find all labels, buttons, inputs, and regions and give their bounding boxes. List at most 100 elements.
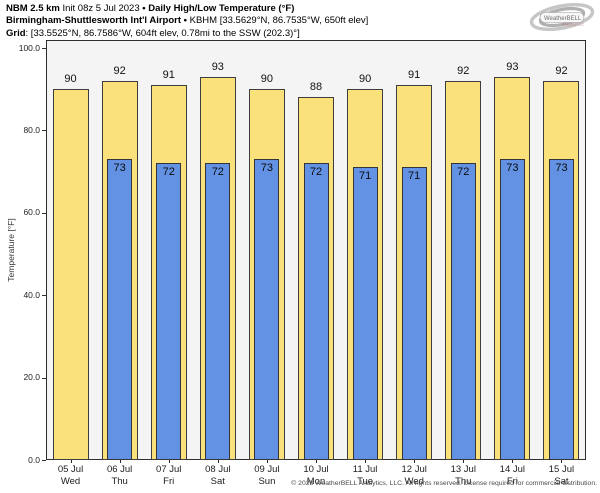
y-tick-mark [42, 295, 46, 297]
x-tick-label: 13 Jul Thu [439, 464, 487, 487]
high-temp-value: 88 [309, 81, 323, 94]
date-label: 14 Jul [499, 464, 526, 475]
y-tick-mark [42, 48, 46, 49]
low-temp-value: 72 [309, 166, 323, 179]
x-tick-mark [316, 460, 317, 463]
weekday-label: Sat [554, 475, 569, 487]
high-temp-value: 90 [358, 73, 372, 86]
product-title: Daily High/Low Temperature (°F) [148, 3, 295, 14]
header-line-3: Grid: [33.5525°N, 86.7586°W, 604ft elev,… [6, 28, 368, 40]
low-temp-bar: 72 [450, 163, 476, 460]
x-tick-label: 07 Jul Fri [145, 464, 193, 487]
low-temp-bar: 72 [156, 163, 182, 460]
weatherbell-swirl-icon: WeatherBELL Analytics LLC [529, 2, 595, 32]
y-tick-mark [42, 460, 46, 461]
y-tick-mark [42, 130, 46, 132]
high-temp-value: 90 [260, 73, 274, 86]
low-temp-bar: 72 [205, 163, 231, 460]
high-temp-value: 91 [408, 69, 421, 82]
model-name: NBM 2.5 km [6, 3, 60, 14]
x-tick-mark [561, 460, 563, 463]
x-tick-mark [217, 460, 219, 463]
svg-text:WeatherBELL: WeatherBELL [544, 16, 582, 22]
bullet-separator: • [183, 15, 187, 27]
weekday-label: Fri [506, 475, 518, 487]
low-temp-bar: 71 [401, 167, 427, 460]
x-tick-mark [463, 460, 465, 463]
date-label: 05 Jul [57, 464, 84, 475]
date-label: 10 Jul [303, 464, 329, 475]
weekday-label: Mon [306, 475, 326, 487]
x-tick-label: 14 Jul Fri [488, 464, 536, 487]
low-temp-bar: 72 [303, 163, 329, 460]
low-temp-bar: 73 [254, 159, 280, 460]
y-axis-title: Temperature [°F] [6, 218, 16, 282]
x-tick-mark [70, 460, 72, 463]
weekday-label: Tue [357, 475, 374, 487]
low-temp-value: 73 [555, 162, 568, 175]
weekday-label: Wed [60, 475, 81, 487]
x-tick-mark [365, 460, 367, 463]
low-temp-value: 71 [358, 170, 372, 183]
x-tick-label: 06 Jul Thu [96, 464, 144, 487]
x-tick-mark [168, 460, 170, 463]
weatherbell-logo: WeatherBELL Analytics LLC [529, 2, 595, 34]
high-temp-bar [52, 89, 89, 460]
x-tick-mark [414, 460, 416, 463]
x-tick-mark [119, 460, 121, 463]
y-tick-label: 40.0 [23, 289, 40, 300]
x-tick-label: 09 Jul Sun [243, 464, 291, 487]
low-temp-value: 71 [408, 170, 421, 183]
x-tick-mark [512, 460, 514, 463]
date-label: 15 Jul [548, 464, 575, 475]
date-label: 12 Jul [401, 464, 427, 475]
date-label: 09 Jul [254, 464, 280, 475]
y-tick-label: 100.0 [18, 42, 40, 53]
grid-label: Grid [6, 27, 26, 39]
y-tick-mark [42, 212, 46, 214]
high-temp-value: 93 [506, 60, 519, 73]
date-label: 08 Jul [205, 464, 231, 475]
x-tick-label: 11 Jul Tue [341, 464, 389, 487]
chart-header: NBM 2.5 km Init 08z 5 Jul 2023 • Daily H… [6, 3, 368, 40]
low-temp-bar: 71 [352, 167, 378, 460]
high-temp-value: 92 [555, 64, 568, 77]
station-name: Birmingham-Shuttlesworth Int'l Airport [6, 15, 182, 27]
x-tick-label: 15 Jul Sat [537, 464, 585, 487]
svg-text:Analytics LLC: Analytics LLC [562, 23, 584, 27]
low-temp-value: 73 [506, 162, 519, 175]
date-label: 06 Jul [106, 464, 133, 475]
x-tick-mark [266, 460, 268, 463]
weekday-label: Sun [258, 475, 276, 487]
y-tick-label: 60.0 [23, 207, 40, 218]
low-temp-value: 73 [260, 162, 274, 175]
bullet-separator: • [142, 3, 146, 14]
weekday-label: Thu [455, 475, 472, 487]
y-tick-mark [42, 377, 46, 379]
low-temp-value: 72 [211, 166, 224, 179]
high-temp-value: 91 [162, 69, 175, 82]
low-temp-bar: 73 [107, 159, 133, 460]
date-label: 13 Jul [450, 464, 476, 475]
x-tick-label: 08 Jul Sat [194, 464, 242, 487]
grid-info: : [33.5525°N, 86.7586°W, 604ft elev, 0.7… [25, 27, 300, 39]
x-tick-label: 05 Jul Wed [47, 464, 95, 487]
y-tick-label: 20.0 [23, 372, 40, 383]
low-temp-bar: 73 [548, 159, 574, 460]
y-tick-label: 0.0 [28, 454, 40, 465]
high-temp-value: 90 [64, 73, 77, 86]
x-tick-label: 10 Jul Mon [292, 464, 340, 487]
header-line-2: Birmingham-Shuttlesworth Int'l Airport •… [6, 15, 368, 27]
weekday-label: Fri [163, 475, 175, 487]
weekday-label: Thu [111, 475, 128, 487]
low-temp-value: 73 [113, 162, 126, 175]
date-label: 11 Jul [352, 464, 378, 475]
high-temp-value: 93 [211, 60, 224, 73]
init-time: Init 08z 5 Jul 2023 [62, 3, 140, 14]
copyright-footer: © 2023 WeatherBELL Analytics, LLC. All r… [291, 480, 597, 487]
low-temp-value: 72 [162, 166, 175, 179]
weekday-label: Sat [210, 475, 225, 487]
date-label: 07 Jul [156, 464, 182, 475]
station-info: KBHM [33.5629°N, 86.7535°W, 650ft elev] [189, 15, 369, 27]
